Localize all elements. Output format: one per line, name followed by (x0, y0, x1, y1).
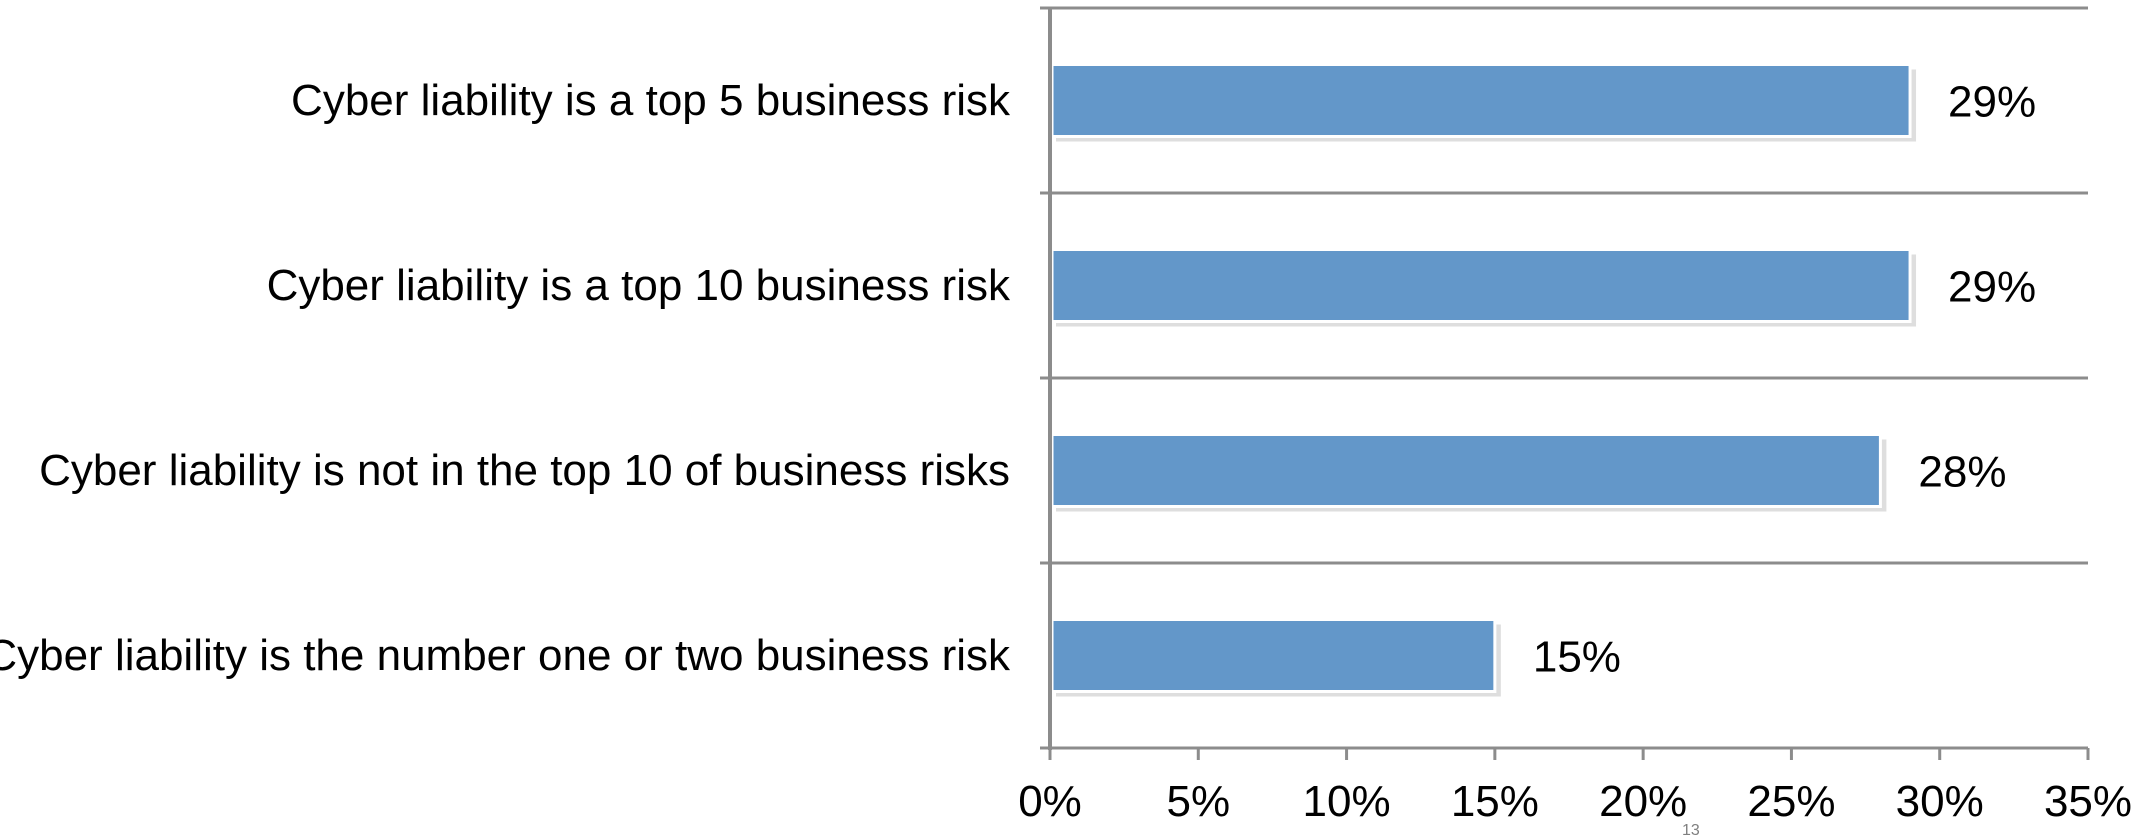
category-label: Cyber liability is the number one or two… (0, 630, 1010, 680)
bar (1050, 433, 1882, 508)
x-tick-label: 15% (1451, 777, 1539, 826)
bars (1050, 63, 1917, 697)
category-label: Cyber liability is a top 5 business risk (291, 75, 1010, 125)
x-tick-label: 20% (1599, 777, 1687, 826)
x-tick-label: 30% (1896, 777, 1984, 826)
x-tick-label: 0% (1018, 777, 1082, 826)
page-number: 13 (1682, 822, 1700, 839)
x-tick-label: 25% (1747, 777, 1835, 826)
bar (1050, 63, 1912, 138)
data-label: 28% (1918, 448, 2006, 497)
bar (1050, 618, 1497, 693)
data-label: 15% (1533, 633, 1621, 682)
x-tick-labels: 0% 5% 10% 15% 20% 25% 30% 35% (1018, 748, 2132, 826)
x-tick-label: 35% (2044, 777, 2132, 826)
x-tick-label: 5% (1166, 777, 1230, 826)
data-label: 29% (1948, 78, 2036, 127)
category-label: Cyber liability is a top 10 business ris… (266, 260, 1010, 310)
data-labels: 29% 29% 28% 15% (1533, 78, 2036, 682)
gridlines (1040, 6, 2088, 750)
data-label: 29% (1948, 263, 2036, 312)
x-tick-label: 10% (1303, 777, 1391, 826)
bar (1050, 248, 1912, 323)
category-label: Cyber liability is not in the top 10 of … (39, 445, 1010, 495)
